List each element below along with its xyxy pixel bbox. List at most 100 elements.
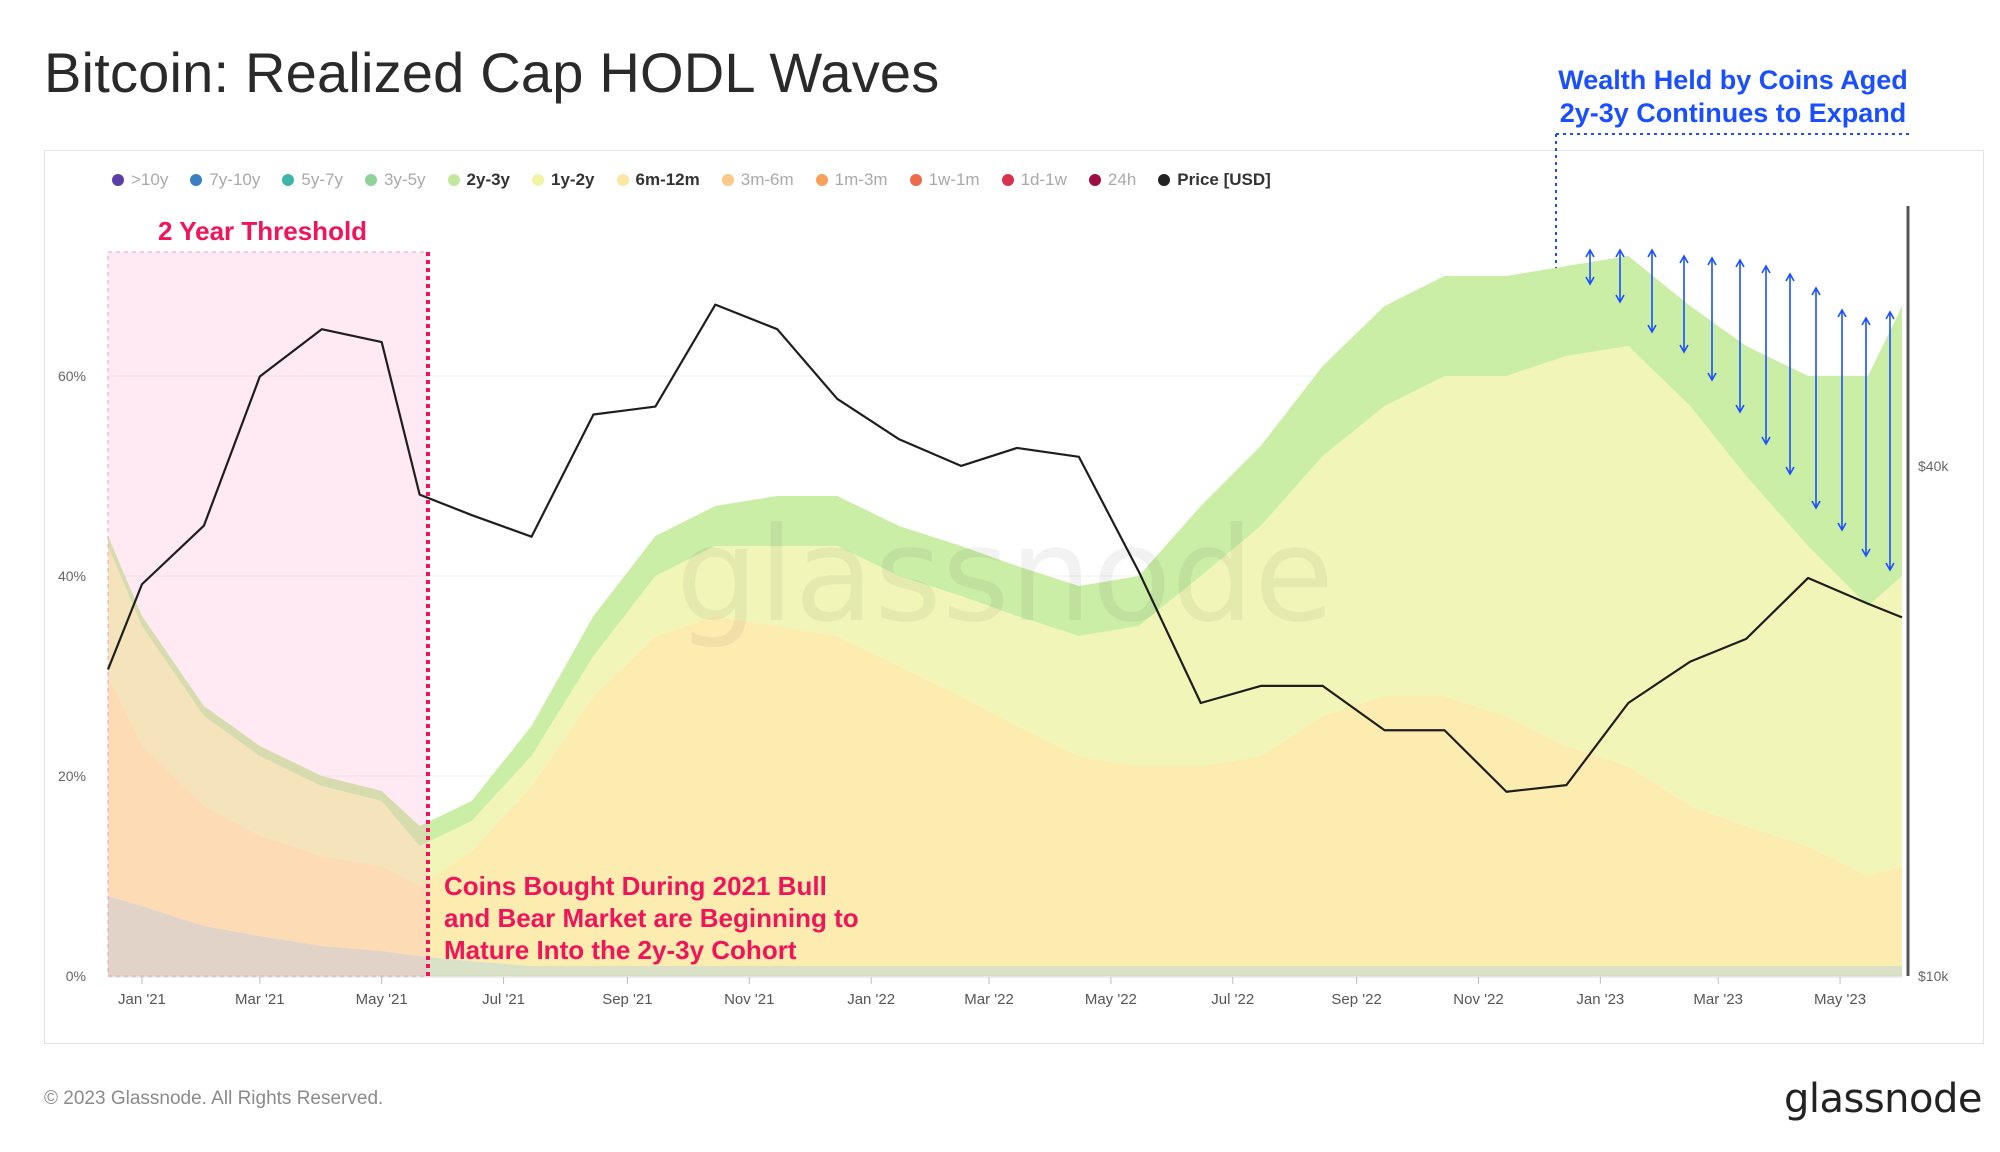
x-tick-label: Nov '21 [724,991,774,1008]
legend-item-3y-5y[interactable]: 3y-5y [364,170,426,190]
x-tick-label: Sep '22 [1331,991,1381,1008]
legend-dot [616,174,629,186]
arrow-head-down [1735,404,1745,414]
legend-dot [282,174,295,186]
legend-item-price-usd-[interactable]: Price [USD] [1158,170,1271,190]
legend-dot [815,174,828,186]
legend-label: 1y-2y [551,170,595,189]
chart-legend: >10y 7y-10y 5y-7y 3y-5y 2y-3y 1y-2y 6m-12m 3m-6… [112,166,1271,194]
legend-item-1y-2y[interactable]: 1y-2y [532,170,595,190]
x-tick-label: Jul '22 [1211,991,1254,1008]
coins-bought-annotation: Coins Bought During 2021 Bull and Bear M… [444,870,859,966]
arrow-head-down [1861,548,1871,558]
x-tick-label: Jan '22 [847,991,895,1008]
price-line [106,303,1903,793]
legend-item-1d-1w[interactable]: 1d-1w [1001,170,1067,190]
x-tick-label: Jan '21 [118,991,166,1008]
arrow-head-up [1707,256,1717,266]
y-left-tick-label: 0% [66,968,86,984]
legend-item--10y[interactable]: >10y [112,170,168,190]
legend-dot [1001,174,1014,186]
arrow-head-up [1647,248,1657,258]
arrow-head-up [1761,264,1771,274]
y-right-tick-label: $10k [1918,968,1949,984]
arrow-head-up [1837,308,1847,318]
threshold-region [107,251,429,977]
x-tick-label: Sep '21 [602,991,652,1008]
x-tick-label: Mar '23 [1693,991,1743,1008]
legend-label: 3m-6m [740,170,794,189]
legend-dot [447,174,460,186]
arrow-head-up [1861,316,1871,326]
legend-dot [190,174,203,186]
legend-label: 1m-3m [834,170,888,189]
arrow-head-up [1585,248,1595,258]
threshold-label: 2 Year Threshold [158,216,368,246]
arrow-head-up [1615,248,1625,258]
legend-dot [364,174,377,186]
arrow-head-up [1679,254,1689,264]
x-tick-label: Mar '21 [235,991,285,1008]
arrow-head-down [1615,294,1625,304]
y-left-tick-label: 20% [58,768,86,784]
legend-dot [909,174,922,186]
legend-label: 3y-5y [383,170,426,189]
glassnode-logo: glassnode [1783,1076,1983,1122]
legend-label: 1d-1w [1020,170,1067,189]
copyright-footer: © 2023 Glassnode. All Rights Reserved. [44,1088,384,1109]
arrow-head-down [1761,436,1771,446]
x-tick-label: May '23 [1814,991,1866,1008]
legend-label: 24h [1107,170,1137,189]
x-tick-label: May '22 [1085,991,1137,1008]
arrow-head-down [1679,344,1689,354]
legend-dot [112,174,124,186]
legend-label: 1w-1m [928,170,980,189]
legend-item-3m-6m[interactable]: 3m-6m [721,170,794,190]
coins-annotation-line3: Mature Into the 2y-3y Cohort [444,935,797,965]
chart-frame [44,150,1984,1044]
y-right-tick-label: $40k [1918,458,1949,474]
legend-item-2y-3y[interactable]: 2y-3y [447,170,511,190]
legend-label: 2y-3y [466,170,511,189]
arrow-head-down [1585,276,1595,286]
legend-dot [721,174,734,186]
legend-item-5y-7y[interactable]: 5y-7y [282,170,343,190]
legend-dot [532,174,545,186]
arrow-head-down [1785,466,1795,476]
wealth-annotation-line2: 2y-3y Continues to Expand [1559,98,1907,128]
arrow-head-down [1647,324,1657,334]
x-tick-label: Mar '22 [964,991,1014,1008]
wealth-annotation: Wealth Held by Coins Aged 2y-3y Continue… [1528,64,1938,130]
arrow-head-down [1811,500,1821,510]
x-tick-label: Nov '22 [1453,991,1503,1008]
legend-label: Price [USD] [1177,170,1271,189]
legend-item-6m-12m[interactable]: 6m-12m [616,170,700,190]
arrow-head-up [1811,286,1821,296]
x-tick-label: Jul '21 [482,991,525,1008]
area-3y-5y [108,896,1902,976]
coins-annotation-line1: Coins Bought During 2021 Bull [444,871,827,901]
legend-item-1w-1m[interactable]: 1w-1m [909,170,980,190]
x-tick-label: May '21 [356,991,408,1008]
coins-annotation-line2: and Bear Market are Beginning to [444,903,859,933]
area-2y-3y [108,256,1902,846]
legend-label: 5y-7y [301,170,343,189]
arrow-head-up [1885,310,1895,320]
y-left-tick-label: 60% [58,368,86,384]
area-6m-12m [108,616,1902,966]
legend-dot [1088,174,1101,186]
page-title: Bitcoin: Realized Cap HODL Waves [44,41,940,104]
x-tick-label: Jan '23 [1576,991,1624,1008]
legend-item-1m-3m[interactable]: 1m-3m [815,170,888,190]
legend-label: >10y [131,170,169,189]
area-1y-2y [108,346,1902,886]
arrow-head-down [1837,522,1847,532]
legend-item-24h[interactable]: 24h [1088,170,1137,190]
legend-item-7y-10y[interactable]: 7y-10y [190,170,260,190]
legend-label: 7y-10y [209,170,261,189]
arrow-head-down [1885,562,1895,572]
arrow-head-up [1735,258,1745,268]
legend-dot [1158,174,1171,186]
glassnode-watermark: glassnode [676,499,1334,651]
